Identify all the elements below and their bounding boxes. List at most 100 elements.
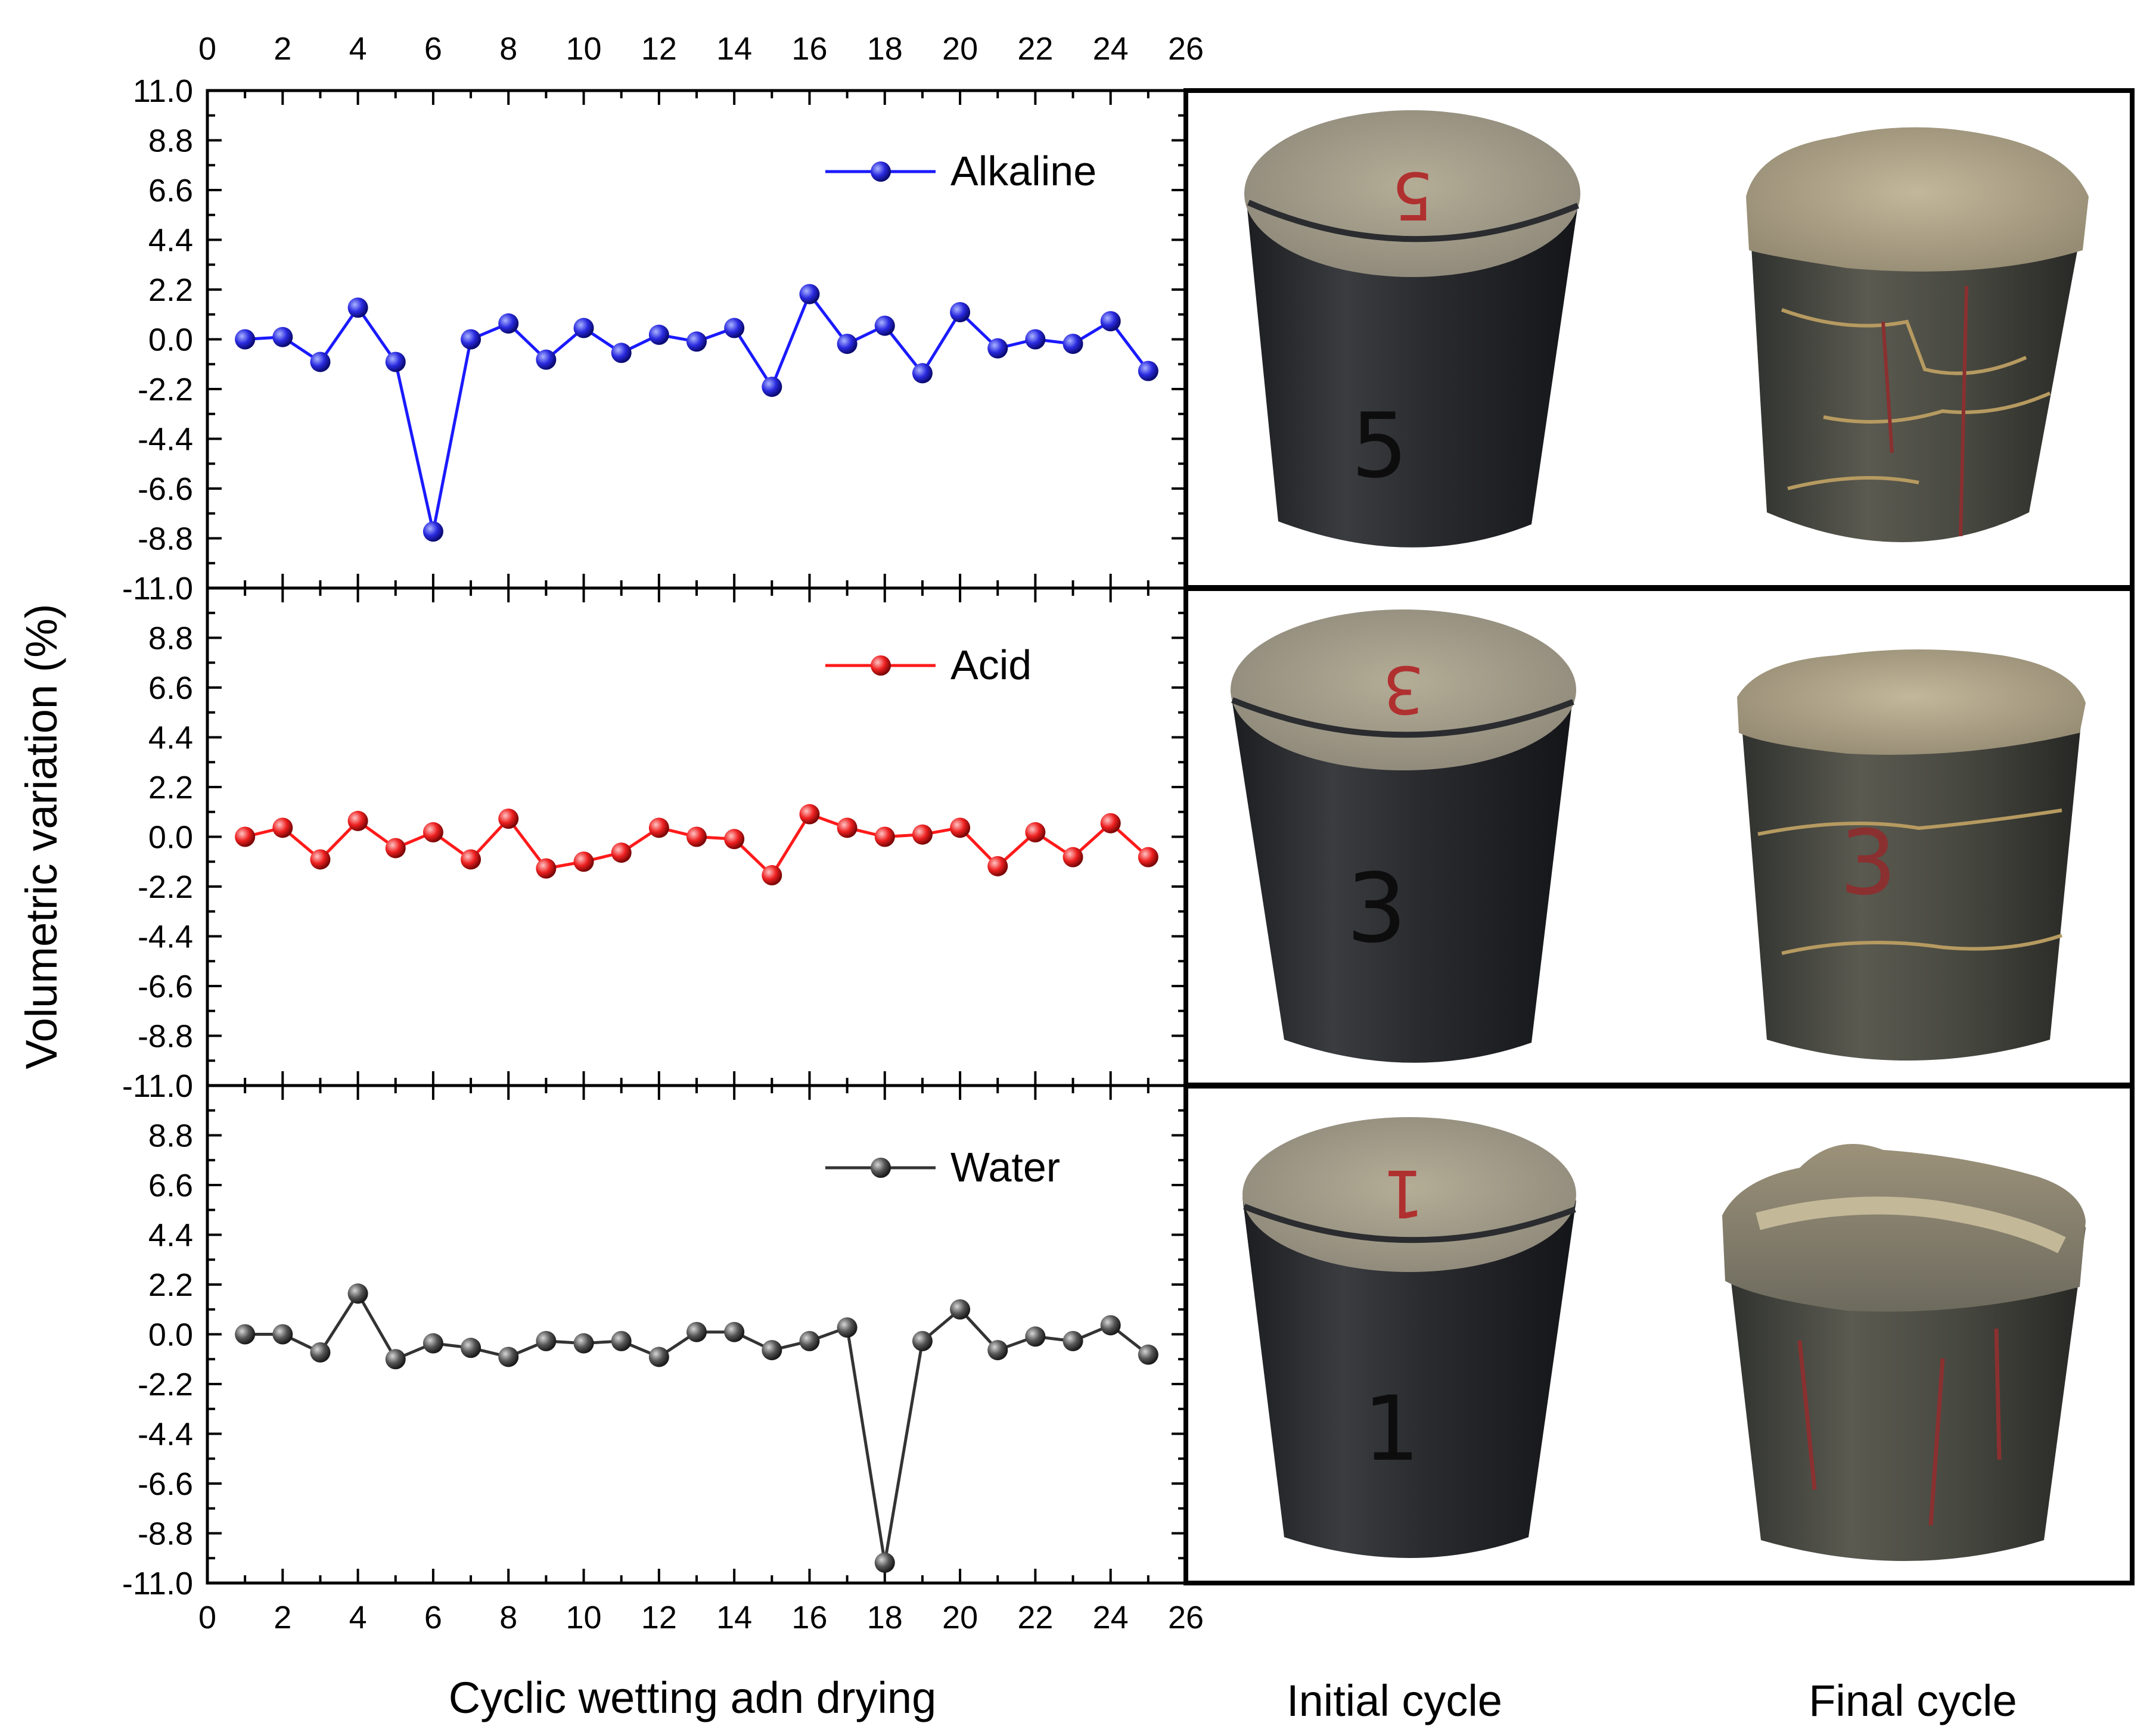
legends: Alkaline Acid Water <box>825 148 1096 1190</box>
data-point-alkaline <box>874 315 895 336</box>
data-point-water <box>1100 1315 1121 1336</box>
data-point-acid <box>648 817 669 838</box>
data-point-alkaline <box>272 326 293 347</box>
legend-marker-alkaline <box>871 161 891 182</box>
specimen-final-image: 3 <box>1737 649 2086 1061</box>
data-point-acid <box>536 858 557 879</box>
data-point-alkaline <box>310 352 331 372</box>
x-tick-label-top: 16 <box>791 31 827 67</box>
x-tick-label-bottom: 24 <box>1093 1600 1129 1635</box>
y-tick-label: 2.2 <box>148 770 193 806</box>
x-tick-label-bottom: 8 <box>499 1600 517 1635</box>
final-cycle-caption: Final cycle <box>1809 1676 2017 1725</box>
x-tick-label-bottom: 0 <box>198 1600 216 1635</box>
y-tick-label: 0.0 <box>148 322 193 358</box>
y-tick-label: 4.4 <box>148 720 193 756</box>
specimen-row-water: 1 1 <box>1242 1117 2086 1561</box>
y-tick-label: 4.4 <box>148 1218 193 1254</box>
y-tick-label: -4.4 <box>138 422 193 458</box>
data-point-alkaline <box>799 284 820 304</box>
data-point-acid <box>498 808 519 829</box>
data-point-water <box>347 1283 368 1304</box>
x-tick-label-top: 0 <box>198 31 216 67</box>
data-point-alkaline <box>950 301 971 322</box>
data-point-water <box>724 1321 745 1342</box>
y-tick-label: -11.0 <box>122 1566 193 1601</box>
x-tick-label-bottom: 6 <box>424 1600 442 1635</box>
data-point-alkaline <box>686 331 707 352</box>
x-tick-label-bottom: 18 <box>867 1600 903 1635</box>
x-tick-label-bottom: 20 <box>942 1600 978 1635</box>
y-tick-label: 6.6 <box>148 670 193 706</box>
specimen-initial-image: 1 1 <box>1242 1117 1576 1558</box>
data-point-water <box>1025 1326 1046 1347</box>
data-point-alkaline <box>611 343 632 363</box>
data-point-acid <box>799 804 820 825</box>
data-point-alkaline <box>1025 329 1046 350</box>
data-point-acid <box>912 824 933 845</box>
specimen-top-mark: 1 <box>1383 1155 1424 1232</box>
y-tick-label: -2.2 <box>138 869 193 905</box>
x-tick-label-top: 12 <box>641 31 677 67</box>
y-tick-label: 2.2 <box>148 1267 193 1303</box>
y-tick-label: -6.6 <box>138 471 193 507</box>
x-tick-label-bottom: 2 <box>274 1600 291 1635</box>
data-point-water <box>498 1346 519 1367</box>
x-tick-label-top: 6 <box>424 31 442 67</box>
specimen-side-mark: 3 <box>1840 811 1896 915</box>
legend-label-alkaline: Alkaline <box>950 148 1096 194</box>
y-tick-label: 8.8 <box>148 1118 193 1154</box>
data-point-water <box>235 1324 256 1345</box>
data-point-alkaline <box>1063 334 1083 354</box>
y-tick-label: -6.6 <box>138 969 193 1005</box>
legend-label-acid: Acid <box>950 642 1032 688</box>
specimen-side-mark: 5 <box>1351 394 1408 498</box>
y-tick-label: -4.4 <box>138 1417 193 1453</box>
data-point-water <box>1063 1330 1083 1351</box>
specimen-top-mark: 5 <box>1391 157 1433 234</box>
y-tick-label: -8.8 <box>138 521 193 557</box>
data-point-alkaline <box>648 324 669 345</box>
data-point-water <box>422 1333 443 1354</box>
y-tick-label: 6.6 <box>148 1168 193 1204</box>
y-tick-label: -6.6 <box>138 1466 193 1502</box>
data-point-acid <box>461 849 481 870</box>
x-tick-label-top: 18 <box>867 31 903 67</box>
x-tick-label-bottom: 4 <box>349 1600 367 1635</box>
legend-marker-water <box>871 1158 891 1178</box>
x-tick-label-bottom: 26 <box>1168 1600 1204 1635</box>
data-point-water <box>461 1338 481 1358</box>
x-tick-label-top: 22 <box>1017 31 1053 67</box>
data-point-acid <box>573 851 594 872</box>
y-tick-label: -11.0 <box>122 1068 193 1104</box>
data-point-acid <box>724 829 745 850</box>
data-point-acid <box>235 826 256 847</box>
legend-marker-acid <box>871 655 891 676</box>
x-tick-label-top: 10 <box>566 31 601 67</box>
y-tick-label: 0.0 <box>148 1317 193 1353</box>
data-point-acid <box>347 810 368 831</box>
data-point-water <box>385 1349 406 1370</box>
data-point-alkaline <box>422 521 443 542</box>
data-point-alkaline <box>536 349 557 370</box>
data-point-alkaline <box>498 313 519 334</box>
data-point-alkaline <box>385 352 406 372</box>
data-point-acid <box>987 856 1008 876</box>
data-point-alkaline <box>461 329 481 350</box>
data-series <box>235 284 1158 1573</box>
data-point-acid <box>1100 813 1121 834</box>
data-point-water <box>799 1330 820 1351</box>
data-point-water <box>874 1552 895 1573</box>
data-point-acid <box>1063 847 1083 867</box>
data-point-water <box>648 1346 669 1367</box>
data-point-acid <box>762 865 782 886</box>
data-point-water <box>272 1324 293 1345</box>
specimen-photo-grid: 5 5 3 3 3 <box>1183 88 2135 1725</box>
data-point-water <box>950 1299 971 1320</box>
data-point-water <box>912 1330 933 1351</box>
y-tick-label: 4.4 <box>148 223 193 259</box>
x-tick-label-bottom: 10 <box>566 1600 601 1635</box>
x-tick-label-top: 8 <box>499 31 517 67</box>
data-point-acid <box>1138 847 1158 867</box>
series-line-alkaline <box>245 293 1150 533</box>
